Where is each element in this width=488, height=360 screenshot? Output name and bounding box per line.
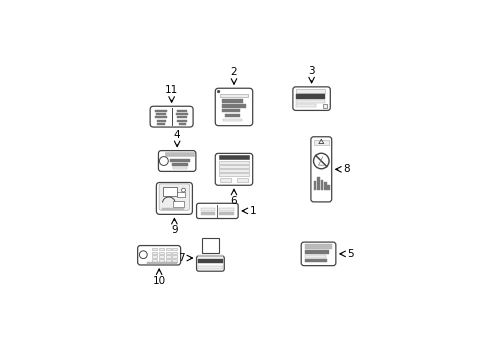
Bar [166,255,171,258]
Bar [295,100,324,103]
Bar [152,248,157,251]
FancyBboxPatch shape [301,242,335,266]
Bar [295,94,324,99]
Bar [178,123,185,125]
Circle shape [181,188,185,192]
Bar [156,120,165,122]
Bar [317,177,319,190]
Bar [322,104,326,108]
Bar [163,186,177,196]
Bar [172,252,177,254]
Bar [166,259,171,262]
Bar [222,104,245,108]
Text: 2: 2 [230,67,237,77]
Bar [219,169,248,172]
Bar [220,94,247,97]
FancyBboxPatch shape [215,88,252,126]
Bar [155,109,166,112]
Bar [156,113,166,115]
Bar [176,113,187,115]
Bar [159,248,164,251]
Bar [172,255,177,258]
Bar [304,244,332,249]
Bar [218,155,249,159]
Bar [157,123,164,125]
Bar [152,255,157,258]
Text: 10: 10 [152,276,165,286]
Text: 6: 6 [230,196,237,206]
Bar [219,165,248,168]
Circle shape [139,251,147,258]
Bar [326,185,329,190]
Bar [165,152,194,156]
Bar [295,104,316,107]
Text: 11: 11 [164,85,178,95]
Bar [313,140,328,145]
Bar [219,173,248,176]
Bar [224,114,240,117]
Bar [198,258,222,263]
FancyBboxPatch shape [215,153,252,185]
Circle shape [159,157,168,166]
Bar [172,248,177,251]
Bar [152,252,157,254]
Bar [172,259,177,262]
Bar [222,109,240,112]
Bar [198,266,222,269]
Bar [219,161,248,163]
Bar [198,255,222,257]
Bar [170,159,189,162]
FancyBboxPatch shape [159,184,189,210]
Bar [236,178,247,181]
Bar [295,89,324,93]
Bar [159,255,164,258]
Bar [223,119,242,121]
Bar [201,212,215,215]
Text: 5: 5 [347,249,353,259]
Bar [177,116,187,118]
Bar [177,120,186,122]
Bar [152,259,157,262]
Text: 7: 7 [178,253,184,263]
Bar [324,183,326,190]
Bar [166,252,171,254]
Bar [220,178,231,181]
Bar [171,163,188,166]
FancyBboxPatch shape [138,246,180,265]
Bar [202,238,218,253]
Bar [173,167,186,170]
Text: 9: 9 [171,225,177,235]
Text: 8: 8 [343,164,349,174]
Bar [155,116,166,118]
FancyBboxPatch shape [292,87,329,111]
FancyBboxPatch shape [196,256,224,271]
FancyBboxPatch shape [310,137,331,202]
Bar [313,181,316,190]
Bar [173,201,183,207]
Bar [177,192,185,197]
Bar [159,259,164,262]
Bar [219,212,233,215]
Text: 4: 4 [174,130,180,140]
FancyBboxPatch shape [156,183,192,214]
Bar [166,248,171,251]
Text: 3: 3 [307,66,314,76]
Bar [305,255,325,258]
FancyBboxPatch shape [196,203,238,219]
Circle shape [313,153,328,169]
Bar [219,208,233,211]
FancyBboxPatch shape [150,106,193,127]
Bar [177,109,186,112]
Bar [162,208,183,210]
Bar [222,99,243,103]
Bar [305,260,327,262]
Bar [305,250,328,253]
Bar [159,252,164,254]
Bar [320,180,323,190]
FancyBboxPatch shape [158,150,196,171]
Text: 1: 1 [249,206,256,216]
Circle shape [217,90,220,93]
Bar [201,208,215,211]
Bar [146,262,177,264]
